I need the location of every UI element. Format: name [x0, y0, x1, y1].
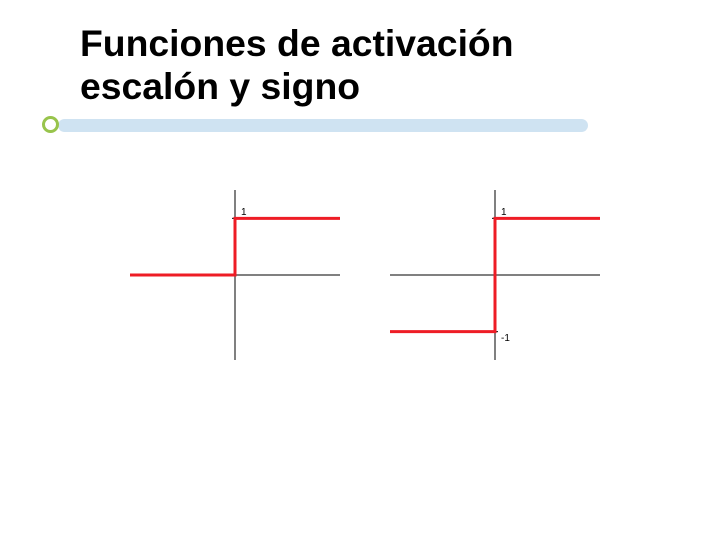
chart-step: 1: [130, 190, 340, 360]
slide: Funciones de activación escalón y signo …: [0, 0, 720, 540]
title-block: Funciones de activación escalón y signo: [80, 22, 650, 108]
title-underline: [58, 119, 588, 132]
title-bullet-icon: [42, 116, 59, 133]
page-title: Funciones de activación escalón y signo: [80, 22, 650, 108]
chart-svg: [130, 190, 340, 360]
y-tick-label: 1: [241, 207, 247, 218]
function-line: [130, 218, 340, 275]
chart-row: 1 1 -1: [130, 190, 600, 370]
chart-svg: [390, 190, 600, 360]
chart-sign: 1 -1: [390, 190, 600, 360]
y-tick-label: -1: [501, 333, 510, 344]
y-tick-label: 1: [501, 207, 507, 218]
